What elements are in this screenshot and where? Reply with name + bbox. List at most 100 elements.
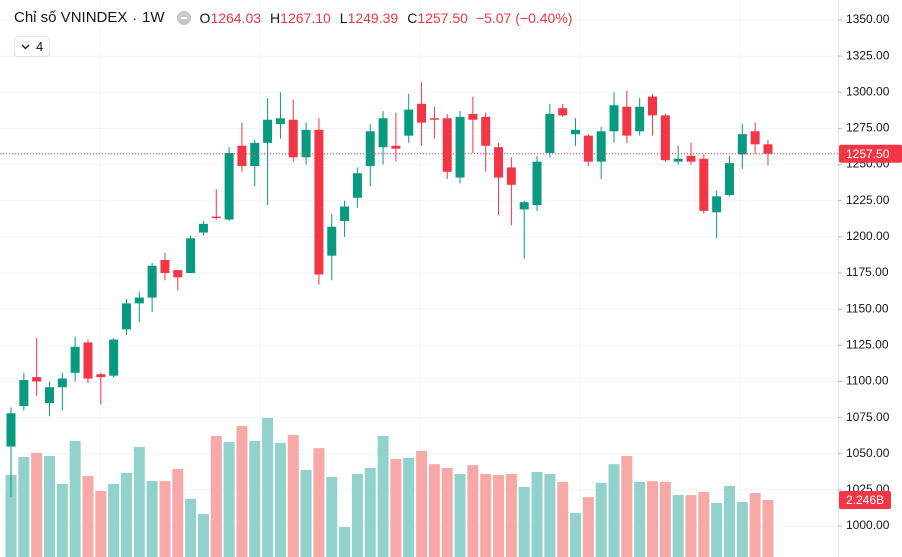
volume-bar [672,495,684,557]
candle-body [237,145,247,167]
volume-bar [595,482,607,557]
volume-bar [133,447,145,557]
candle-body [455,116,465,178]
volume-bar [43,455,55,557]
y-tick-label: 1150.00 [846,301,889,315]
candle-body [404,109,414,136]
change-value: −5.07 (−0.40%) [475,9,573,26]
last-price-label: 1257.50 [846,147,890,161]
candle-body [583,135,593,162]
candle-body [288,119,298,158]
y-tick-label: 1075.00 [846,410,890,424]
hide-button[interactable] [176,10,191,25]
volume-label: 2.246B [846,493,884,507]
volume-bar [390,459,402,557]
candles [6,82,773,498]
volume-bar [416,450,428,557]
volume-bar [749,493,761,557]
volume-bar [326,477,338,557]
volume-bar [634,481,646,557]
candle-body [160,259,170,274]
volume-bar [454,474,466,557]
volume-bar [441,467,453,557]
symbol-title: Chỉ số VNINDEX [14,9,128,26]
volume-bar [685,495,697,557]
y-tick-label: 1050.00 [846,446,890,460]
volume-bar [56,483,68,557]
low-key: L [339,9,348,26]
volume-bar [146,481,158,557]
chevron [21,44,30,49]
indicator-count: 4 [36,39,44,54]
candle-body [301,129,311,158]
volume-bar [18,457,30,557]
volume-bar [531,471,543,557]
candle-body [378,118,388,148]
volume-bar [377,435,389,557]
candle-body [571,129,581,135]
volume-bar [493,475,505,557]
candle-body [263,119,273,143]
volume-bar [172,468,184,557]
volume-bar [582,497,594,557]
volume-bar [262,417,274,557]
volume-bar [313,448,325,557]
y-tick-label: 1175.00 [846,265,889,279]
candle-body [96,374,106,378]
candle-body [173,270,183,278]
volume-bar [185,498,197,557]
high-key: H [270,9,281,26]
last-price-tag [839,144,902,163]
volume-bar [557,481,569,557]
candle-body [596,131,606,162]
volume-bar [505,474,517,557]
candle-body [365,131,375,167]
volume-bar [570,513,582,557]
y-tick-label: 1200.00 [846,229,890,243]
candle-body [6,413,16,447]
candle-body [352,173,362,198]
volume-bar [120,472,132,557]
candle-body [468,113,478,120]
volume-bar [210,435,222,557]
volume-bar [723,485,735,557]
candle-body [737,134,747,155]
candle-body [391,145,401,149]
candle-body [314,129,324,275]
y-axis: 1000.001025.001050.001075.001100.001125.… [838,12,890,532]
volume-bar [621,455,633,557]
candle-body [147,265,157,298]
price-tags: 1257.50 2.246B [0,144,902,509]
candle-body [622,106,632,136]
y-tick-label: 1325.00 [846,48,890,62]
candle-body [19,380,29,407]
interval: 1W [142,9,165,26]
volume-bar [274,443,286,557]
indicators-toggle[interactable]: 4 [14,36,51,57]
volume-bar [287,434,299,557]
candle-body [70,346,80,373]
candle-body [635,106,645,132]
candle-body [211,216,221,219]
volume-bar [223,442,235,557]
candle-body [134,297,144,304]
candle-body [417,103,427,123]
volume-bar [300,469,312,557]
volume-bar [351,474,363,557]
volume-bar [69,441,81,557]
candle-body [250,142,260,167]
candle-body [121,303,131,330]
volume-bar [736,501,748,557]
candle-body [506,167,516,185]
volume-bar [711,502,723,557]
volume-bar [95,491,107,557]
y-tick-label: 1275.00 [846,121,890,135]
candle-body [481,116,491,146]
volume-bar [236,426,248,557]
volume-tag [839,490,891,509]
candle-body [494,147,504,178]
volume-bar [82,476,94,557]
